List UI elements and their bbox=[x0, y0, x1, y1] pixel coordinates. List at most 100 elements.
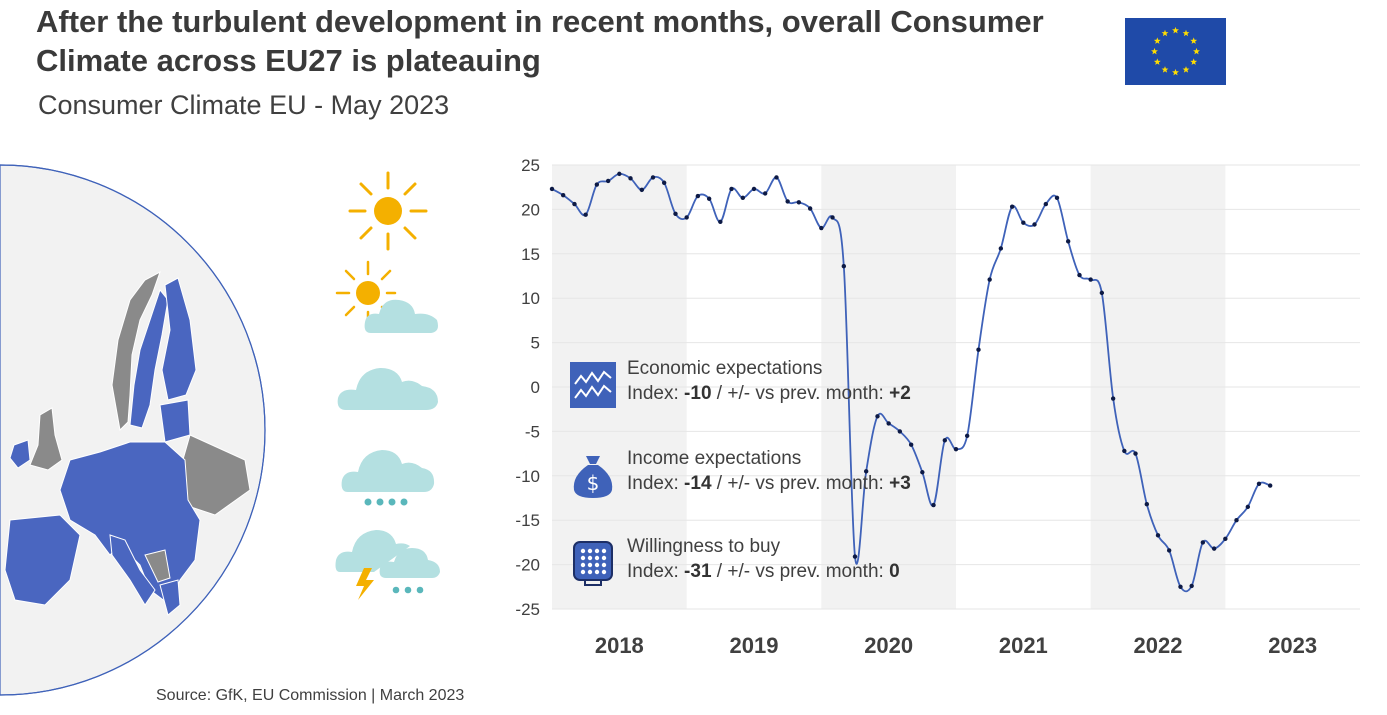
data-point bbox=[1009, 204, 1015, 209]
data-point bbox=[774, 175, 779, 180]
finland-shape bbox=[161, 277, 197, 401]
data-point bbox=[549, 186, 555, 192]
y-tick-label: 25 bbox=[521, 156, 540, 175]
eu-star-icon bbox=[1182, 66, 1190, 73]
y-tick-label: 0 bbox=[531, 378, 540, 397]
data-point bbox=[560, 192, 566, 198]
data-point bbox=[1110, 396, 1116, 401]
eu-star-icon bbox=[1190, 37, 1198, 44]
data-point bbox=[830, 215, 835, 220]
legend-name: Willingness to buy bbox=[627, 536, 781, 557]
europe-map bbox=[0, 164, 266, 696]
y-tick-label: -10 bbox=[515, 467, 540, 486]
data-point bbox=[964, 433, 970, 439]
data-point bbox=[953, 446, 959, 452]
data-point bbox=[1054, 195, 1060, 201]
balkans-shape bbox=[144, 549, 171, 583]
eu-star-icon bbox=[1153, 37, 1161, 44]
sun-cloud-icon bbox=[335, 260, 438, 333]
data-point bbox=[572, 201, 577, 207]
x-tick-label-2019: 2019 bbox=[730, 633, 779, 658]
x-tick-label-2018: 2018 bbox=[595, 633, 644, 658]
uk-shape bbox=[29, 407, 63, 471]
eu-star-icon bbox=[1161, 29, 1169, 37]
eu-star-icon bbox=[1182, 29, 1190, 37]
data-point bbox=[718, 219, 723, 225]
source-note: Source: GfK, EU Commission | March 2023 bbox=[156, 687, 465, 704]
legend-name: Income expectations bbox=[627, 448, 802, 469]
chart-zigzag-icon bbox=[570, 362, 616, 408]
data-point bbox=[1144, 502, 1150, 507]
eu-star-icon bbox=[1172, 68, 1179, 76]
data-point bbox=[1223, 536, 1228, 542]
data-point bbox=[1077, 272, 1082, 278]
eu-star-icon bbox=[1153, 58, 1161, 65]
italy-shape bbox=[109, 534, 156, 606]
data-point bbox=[807, 206, 813, 211]
data-point bbox=[1211, 546, 1217, 551]
greece-shape bbox=[159, 579, 181, 616]
data-point bbox=[920, 470, 925, 475]
y-tick-label: 20 bbox=[521, 200, 540, 219]
y-tick-label: 10 bbox=[521, 289, 540, 308]
data-point bbox=[796, 200, 802, 205]
consumer-climate-chart: 25 20 15 10 5 0 -5 -10 -15 -20 -25 2018 2019 2020 202… bbox=[515, 156, 1360, 658]
eu-star-icon bbox=[1190, 58, 1198, 65]
data-point bbox=[1155, 533, 1161, 538]
data-point bbox=[886, 421, 891, 426]
data-point bbox=[1178, 584, 1183, 589]
y-tick-label: 15 bbox=[521, 245, 540, 264]
data-point bbox=[908, 442, 914, 447]
eu-star-icon bbox=[1151, 47, 1158, 55]
data-point bbox=[1234, 518, 1239, 523]
legend-willingness-to-buy: Willingness to buy Index: -31 / +/- vs p… bbox=[570, 536, 990, 588]
data-point bbox=[1166, 548, 1172, 553]
x-tick-label-2021: 2021 bbox=[999, 633, 1048, 658]
data-point bbox=[1043, 201, 1049, 207]
legend-name: Economic expectations bbox=[627, 358, 823, 379]
y-tick-label: -15 bbox=[515, 511, 540, 530]
eu-star-icon bbox=[1161, 66, 1169, 73]
globe-outline bbox=[0, 164, 266, 696]
y-tick-label: -25 bbox=[515, 600, 540, 619]
data-point bbox=[841, 264, 847, 269]
data-point bbox=[1200, 540, 1206, 545]
data-point bbox=[583, 212, 588, 217]
data-point bbox=[740, 195, 746, 201]
legend-detail: Index: -10 / +/- vs prev. month: +2 bbox=[627, 383, 911, 404]
iberia-shape bbox=[4, 514, 81, 606]
data-point bbox=[639, 187, 645, 193]
eu-flag-icon bbox=[1125, 18, 1226, 85]
data-point bbox=[661, 180, 667, 185]
data-point bbox=[897, 429, 903, 434]
data-point bbox=[594, 182, 600, 187]
baltics-shape bbox=[159, 399, 191, 443]
data-point bbox=[762, 191, 768, 196]
norway-shape bbox=[111, 270, 161, 432]
data-point bbox=[695, 193, 701, 199]
data-point bbox=[1267, 483, 1273, 488]
data-point bbox=[1122, 448, 1127, 454]
data-point bbox=[751, 186, 757, 192]
data-point bbox=[863, 469, 869, 474]
money-bag-icon: $ bbox=[573, 456, 613, 498]
data-point bbox=[1032, 222, 1037, 227]
y-tick-label: 5 bbox=[531, 334, 540, 353]
data-point bbox=[605, 178, 611, 184]
data-point bbox=[819, 225, 824, 231]
data-point bbox=[998, 246, 1004, 251]
data-point bbox=[931, 502, 936, 508]
data-point bbox=[1245, 504, 1251, 510]
eu-star-icon bbox=[1172, 26, 1179, 34]
data-point bbox=[875, 414, 880, 419]
page-title: After the turbulent development in recen… bbox=[36, 4, 1044, 78]
data-point bbox=[1189, 583, 1194, 589]
data-point bbox=[1065, 239, 1071, 244]
legend-detail: Index: -31 / +/- vs prev. month: 0 bbox=[627, 561, 900, 582]
page-subtitle: Consumer Climate EU - May 2023 bbox=[38, 90, 450, 120]
data-point bbox=[1133, 451, 1138, 456]
rain-cloud-icon bbox=[341, 450, 435, 506]
data-point bbox=[1021, 220, 1026, 225]
data-point bbox=[684, 215, 689, 220]
x-tick-label-2023: 2023 bbox=[1268, 633, 1317, 658]
